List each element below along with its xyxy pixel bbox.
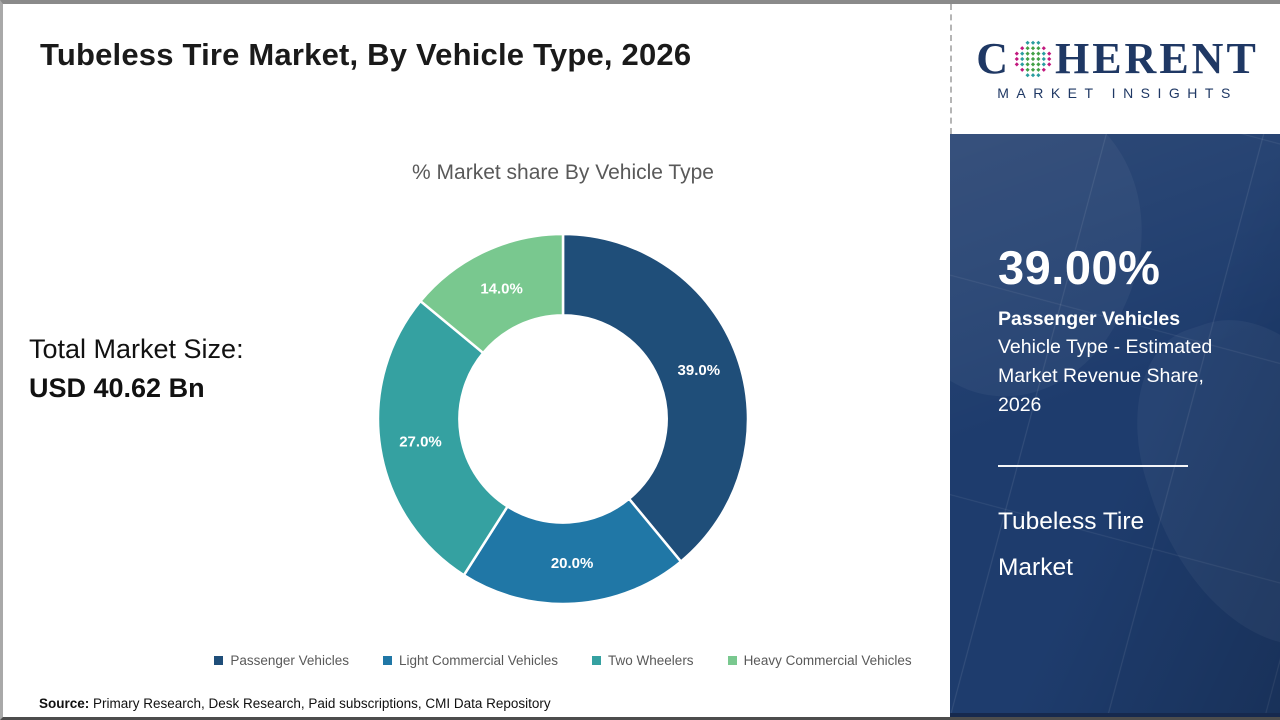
legend-swatch <box>727 656 737 665</box>
slice-data-label: 20.0% <box>551 555 594 572</box>
source-text: Primary Research, Desk Research, Paid su… <box>89 696 551 711</box>
report-name: Tubeless Tire Market <box>998 508 1145 581</box>
donut-slice <box>462 497 683 606</box>
slice-data-label: 14.0% <box>480 280 523 297</box>
total-market-label: Total Market Size: <box>29 334 244 364</box>
legend-item: Two Wheelers <box>592 653 694 668</box>
legend-item: Light Commercial Vehicles <box>382 653 559 668</box>
legend-label: Heavy Commercial Vehicles <box>743 653 912 668</box>
donut-slice <box>418 232 565 355</box>
source-label: Source: <box>39 696 90 711</box>
slice-data-label: 39.0% <box>678 362 721 379</box>
legend-swatch <box>382 656 392 665</box>
brand-tagline: MARKET INSIGHTS <box>997 85 1238 101</box>
donut-slice <box>376 299 510 577</box>
legend-label: Two Wheelers <box>608 653 694 668</box>
highlight-segment-label: Passenger Vehicles <box>998 308 1181 330</box>
main-content: Tubeless Tire Market, By Vehicle Type, 2… <box>3 4 950 717</box>
legend-label: Passenger Vehicles <box>230 653 349 668</box>
page-title: Tubeless Tire Market, By Vehicle Type, 2… <box>40 37 692 72</box>
sidebar-divider <box>998 465 1188 467</box>
chart-legend: Passenger Vehicles Light Commercial Vehic… <box>183 653 943 668</box>
highlight-description: Vehicle Type - Estimated Market Revenue … <box>998 336 1213 416</box>
legend-swatch <box>214 656 224 665</box>
legend-swatch <box>592 656 602 665</box>
brand-letters-rest: HERENT <box>1054 34 1259 83</box>
legend-label: Light Commercial Vehicles <box>398 653 559 668</box>
brand-logo: C HERENT MARKET INSIGHTS <box>950 4 1280 134</box>
total-market-value: USD 40.62 Bn <box>29 373 205 403</box>
source-note: Source: Primary Research, Desk Research,… <box>39 696 551 711</box>
brand-letter-c: C <box>976 34 1011 83</box>
slice-data-label: 27.0% <box>399 434 442 451</box>
chart-title: % Market share By Vehicle Type <box>412 161 714 184</box>
total-market-size: Total Market Size: USD 40.62 Bn <box>29 330 244 408</box>
legend-item: Passenger Vehicles <box>214 653 349 668</box>
sidebar: C HERENT MARKET INSIGHTS 39.00% Passenge… <box>950 4 1280 717</box>
sidebar-panel: 39.00% Passenger Vehicles Vehicle Type -… <box>950 134 1280 717</box>
highlight-share-value: 39.00% <box>998 241 1161 294</box>
legend-item: Heavy Commercial Vehicles <box>727 653 912 668</box>
donut-slice <box>561 232 750 564</box>
donut-chart: 39.0% 20.0% 27.0% 14.0% <box>376 232 750 606</box>
brand-globe-icon <box>1014 40 1052 78</box>
brand-wordmark: C HERENT <box>976 37 1259 81</box>
